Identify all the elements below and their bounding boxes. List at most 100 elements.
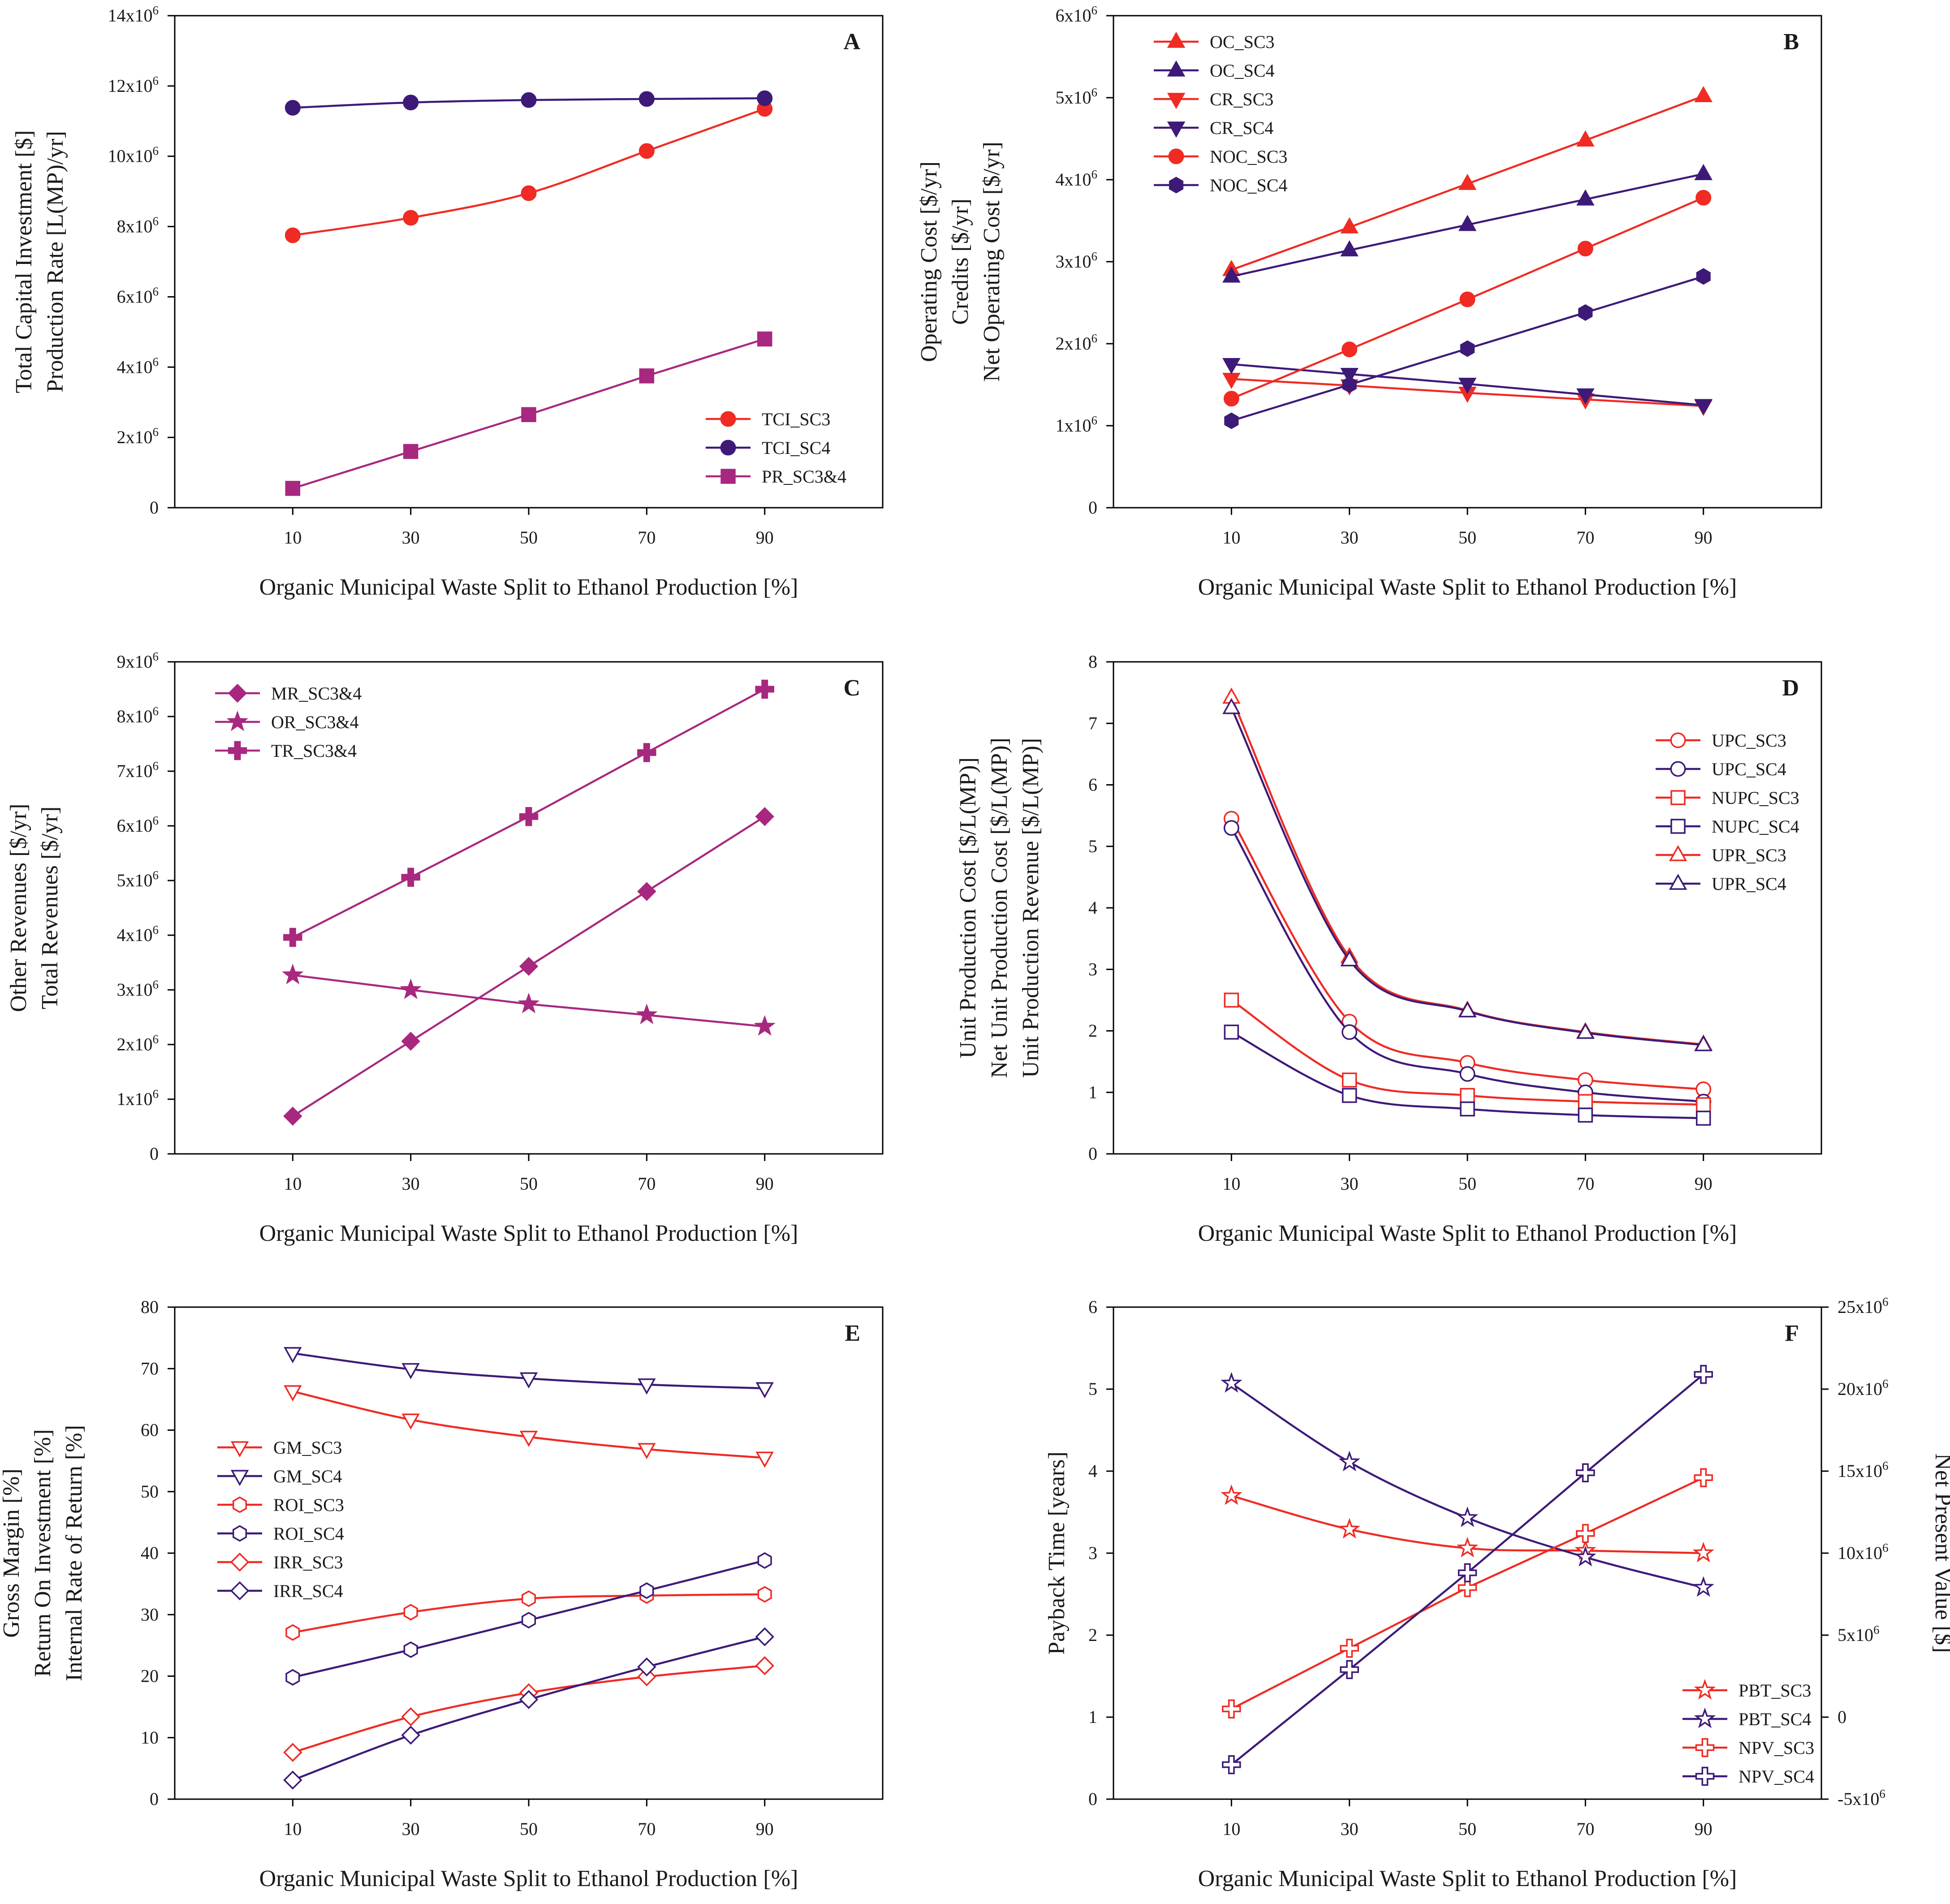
y-tick-label: 5x106: [1056, 86, 1098, 108]
data-point: [1222, 266, 1241, 283]
data-point: [1694, 1468, 1713, 1487]
y-axis-title: Other Revenues [$/yr]: [6, 804, 31, 1012]
data-point: [1458, 377, 1477, 394]
data-point: [1456, 1506, 1479, 1527]
series-noc-sc3: [1223, 190, 1712, 407]
x-tick-label: 10: [284, 1819, 302, 1839]
series-or-sc3-4: [282, 963, 776, 1036]
legend-item: ROI_SC3: [217, 1495, 344, 1515]
legend-marker: [230, 1581, 250, 1601]
legend-label: UPC_SC3: [1712, 730, 1786, 751]
data-point: [401, 1413, 420, 1430]
y-axis-title: Operating Cost [$/yr]: [916, 161, 942, 362]
data-point: [1340, 1639, 1359, 1658]
data-point: [1694, 399, 1713, 415]
y2-tick-label: 5x106: [1838, 1623, 1880, 1645]
y-tick-label: 5: [1088, 836, 1097, 856]
x-axis-title: Organic Municipal Waste Split to Ethanol…: [259, 1221, 798, 1246]
x-tick-label: 30: [402, 527, 420, 548]
x-axis-title: Organic Municipal Waste Split to Ethanol…: [259, 1866, 798, 1891]
legend-label: GM_SC4: [273, 1466, 342, 1486]
x-tick-label: 70: [638, 1819, 656, 1839]
legend-item: UPC_SC4: [1656, 759, 1786, 779]
data-point: [1458, 1001, 1477, 1018]
panel-letter: A: [843, 29, 860, 55]
y-tick-label: 1: [1088, 1707, 1097, 1727]
data-point: [403, 210, 419, 226]
legend-marker: [228, 741, 247, 760]
panel-letter: D: [1782, 675, 1799, 701]
legend: MR_SC3&4 OR_SC3&4 TR_SC3&4: [215, 683, 362, 761]
y-tick-label: 14x106: [108, 4, 159, 26]
series-oc-sc3: [1222, 86, 1713, 276]
data-point: [519, 1690, 539, 1709]
x-tick-label: 70: [638, 527, 656, 548]
y-tick-label: 6x106: [1056, 4, 1098, 26]
x-tick-label: 70: [1576, 1819, 1594, 1839]
y2-tick-label: 20x106: [1838, 1377, 1889, 1399]
data-point: [1340, 240, 1359, 257]
data-point: [1576, 1463, 1595, 1482]
data-point: [1223, 391, 1239, 407]
y2-axis-title: Net Present Value [$]: [1930, 1453, 1950, 1653]
x-tick-label: 70: [638, 1174, 656, 1194]
data-point: [403, 1604, 418, 1621]
data-point: [637, 743, 656, 762]
legend-marker: [230, 1441, 249, 1458]
legend-item: TCI_SC4: [706, 438, 830, 458]
legend-marker: [230, 1552, 250, 1572]
chart-panel-e: 0 10 20 30 40 50 60 70 80 10 30 50 70 90 Organic Munic…: [0, 1297, 884, 1891]
data-point: [1460, 340, 1475, 357]
legend-label: PBT_SC3: [1739, 1680, 1811, 1701]
data-point: [1694, 1035, 1713, 1051]
y-tick-label: 0: [150, 497, 159, 518]
legend-marker: [1695, 1738, 1715, 1757]
y-tick-label: 7: [1088, 713, 1097, 733]
data-point: [285, 99, 301, 116]
data-point: [1692, 1541, 1714, 1563]
y-tick-label: 2: [1088, 1021, 1097, 1041]
y-tick-label: 80: [141, 1297, 159, 1317]
x-tick-label: 90: [1695, 1819, 1713, 1839]
data-point: [283, 928, 302, 947]
series-pbt-sc4: [1221, 1372, 1714, 1597]
y-tick-label: 70: [141, 1358, 159, 1378]
data-point: [1342, 1088, 1357, 1103]
y-tick-label: 5: [1088, 1379, 1097, 1399]
series-upr-sc4: [1222, 698, 1713, 1051]
data-point: [521, 92, 537, 108]
y-tick-label: 3x106: [1056, 250, 1098, 272]
data-point: [403, 95, 419, 111]
data-point: [1340, 367, 1359, 384]
data-point: [1460, 1101, 1475, 1117]
x-axis-title: Organic Municipal Waste Split to Ethanol…: [1198, 574, 1737, 600]
y-tick-label: 40: [141, 1543, 159, 1563]
data-point: [1458, 1563, 1477, 1583]
series-line: [1230, 827, 1704, 1103]
series-irr-sc4: [283, 1627, 774, 1790]
data-point: [1459, 1066, 1475, 1082]
x-tick-label: 90: [1695, 527, 1713, 548]
legend-marker: [1670, 819, 1686, 834]
data-point: [401, 1032, 420, 1051]
x-tick-label: 90: [756, 1819, 774, 1839]
y-tick-label: 4x106: [117, 923, 159, 945]
series-nupc-sc4: [1224, 1024, 1711, 1126]
x-tick-label: 10: [1222, 1819, 1240, 1839]
legend: PBT_SC3 PBT_SC4 NPV_SC3 NPV_SC4: [1683, 1679, 1814, 1787]
legend-marker: [1167, 93, 1186, 109]
y-axis-title: Internal Rate of Return [%]: [61, 1425, 87, 1681]
series-roi-sc4: [285, 1552, 772, 1686]
data-point: [282, 963, 304, 984]
legend: GM_SC3 GM_SC4 ROI_SC3 ROI_SC4 IRR_SC3 IRR_SC4: [217, 1438, 344, 1601]
data-point: [1340, 1660, 1359, 1679]
legend-label: NUPC_SC3: [1712, 788, 1799, 808]
legend-label: TR_SC3&4: [271, 741, 357, 761]
y-tick-label: 10x106: [108, 144, 159, 166]
panel-letter: B: [1783, 29, 1799, 55]
data-point: [1458, 215, 1477, 231]
legend-label: GM_SC3: [273, 1438, 342, 1458]
legend-item: IRR_SC4: [217, 1581, 343, 1601]
legend-item: OR_SC3&4: [215, 710, 359, 732]
data-point: [1576, 189, 1595, 206]
